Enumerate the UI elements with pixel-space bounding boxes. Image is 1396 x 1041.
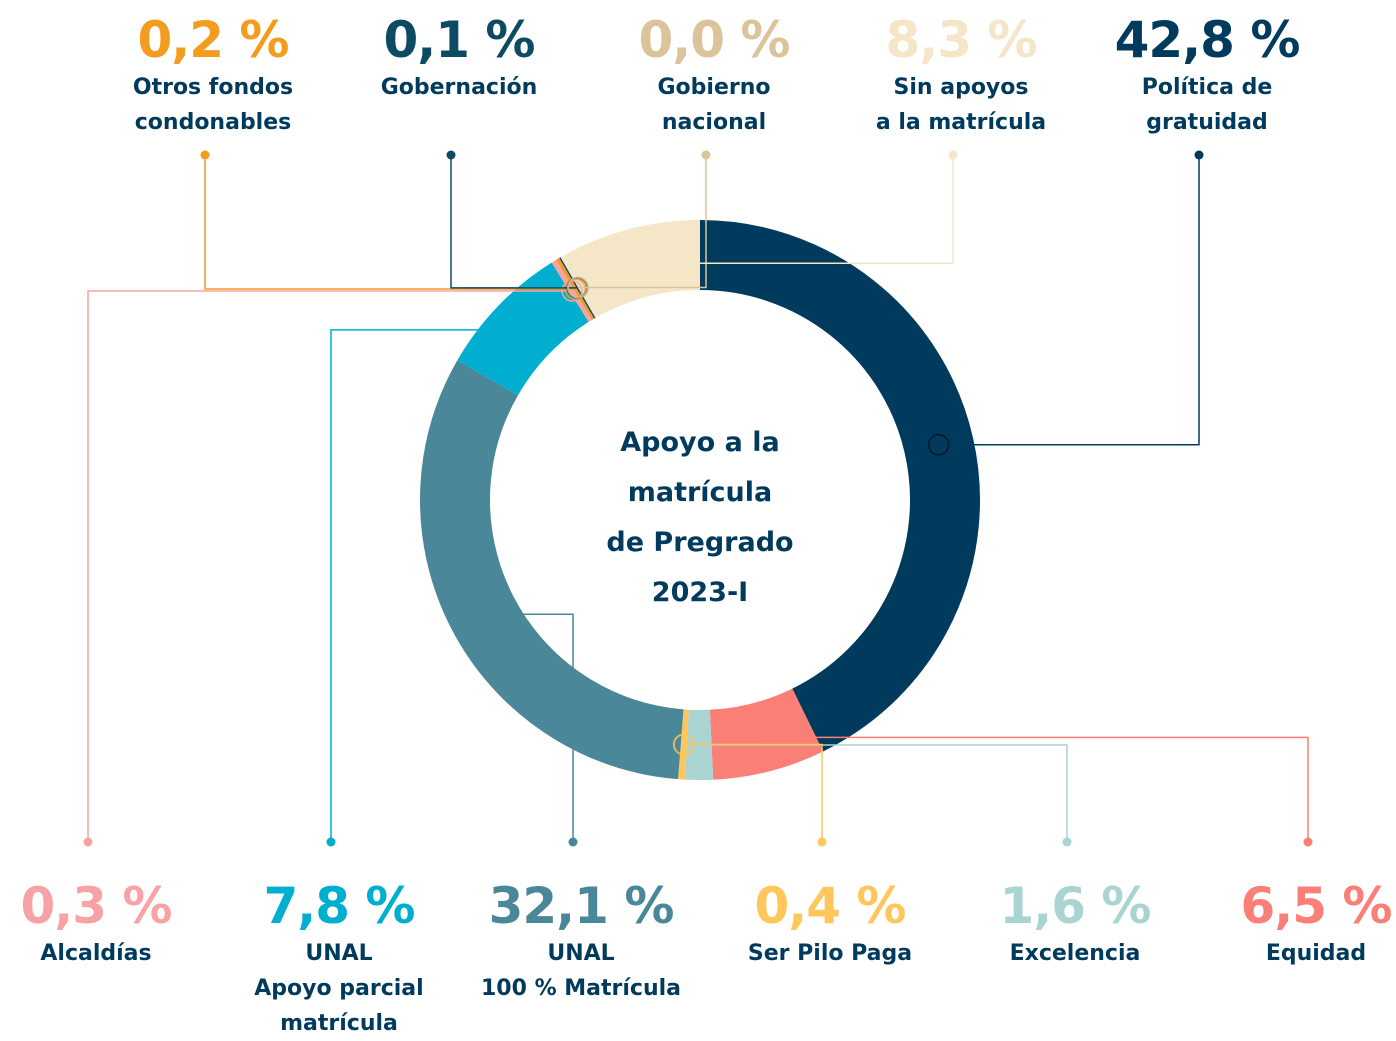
connector-dot bbox=[1063, 838, 1072, 847]
donut-segment bbox=[488, 292, 570, 377]
connector-dot bbox=[447, 151, 456, 160]
connector-dot bbox=[327, 838, 336, 847]
connector-dot bbox=[702, 151, 711, 160]
donut-segment bbox=[712, 720, 808, 745]
value-label: 8,3 % bbox=[811, 12, 1111, 68]
connector bbox=[761, 737, 1308, 842]
connector-dot bbox=[569, 838, 578, 847]
connector-dot bbox=[818, 838, 827, 847]
connector bbox=[205, 155, 575, 289]
chart-title: Apoyo a la matrícula de Pregrado 2023-I bbox=[550, 418, 850, 618]
connector bbox=[939, 155, 1199, 445]
connector-dot bbox=[84, 838, 93, 847]
connector-dot bbox=[1304, 838, 1313, 847]
connector-dot bbox=[201, 151, 210, 160]
category-label: Alcaldías bbox=[0, 936, 246, 971]
donut-segment bbox=[578, 255, 700, 288]
connector-dot bbox=[949, 151, 958, 160]
connector-dot bbox=[1195, 151, 1204, 160]
value-label: 0,3 % bbox=[0, 878, 246, 934]
category-label: Sin apoyos a la matrícula bbox=[811, 70, 1111, 140]
